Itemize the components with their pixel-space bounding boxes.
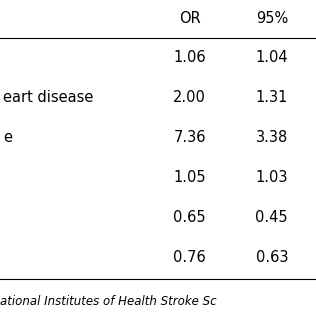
Text: 1.03: 1.03 <box>256 169 288 185</box>
Text: ational Institutes of Health Stroke Sc: ational Institutes of Health Stroke Sc <box>0 295 217 308</box>
Text: 0.63: 0.63 <box>256 250 288 264</box>
Text: 1.04: 1.04 <box>255 50 288 64</box>
Text: 0.76: 0.76 <box>173 250 206 264</box>
Text: 95%: 95% <box>256 10 288 26</box>
Text: eart disease: eart disease <box>3 89 94 105</box>
Text: 1.06: 1.06 <box>173 50 206 64</box>
Text: e: e <box>3 130 12 144</box>
Text: 7.36: 7.36 <box>173 130 206 144</box>
Text: 0.45: 0.45 <box>255 210 288 224</box>
Text: 1.05: 1.05 <box>173 169 206 185</box>
Text: 1.31: 1.31 <box>256 89 288 105</box>
Text: 3.38: 3.38 <box>256 130 288 144</box>
Text: OR: OR <box>179 10 200 26</box>
Text: 2.00: 2.00 <box>173 89 206 105</box>
Text: 0.65: 0.65 <box>173 210 206 224</box>
